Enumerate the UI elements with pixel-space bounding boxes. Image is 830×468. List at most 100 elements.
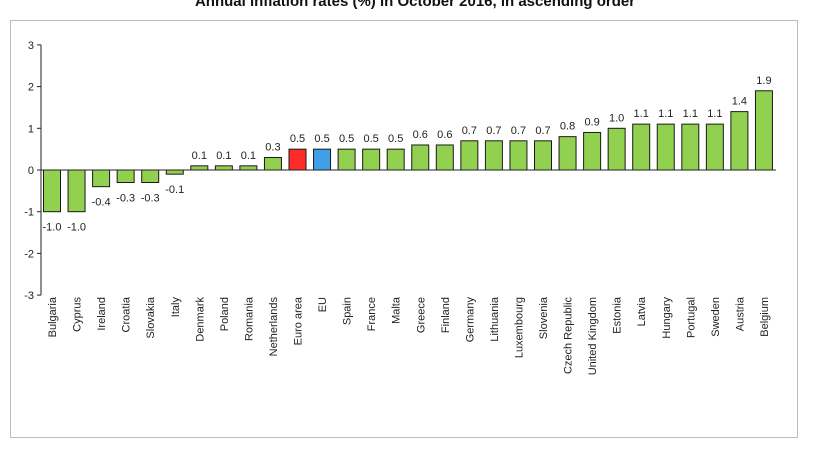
category-label-luxembourg: Luxembourg	[513, 297, 525, 358]
chart-title: Annual inflation rates (%) in October 20…	[194, 0, 636, 10]
bar-austria	[730, 111, 749, 171]
category-label-latvia: Latvia	[636, 296, 648, 326]
value-label-croatia: -0.3	[116, 193, 135, 205]
category-label-denmark: Denmark	[194, 297, 206, 342]
value-label-spain: 0.5	[339, 133, 354, 145]
bar-france	[362, 148, 381, 171]
category-label-sweden: Sweden	[710, 297, 722, 337]
bar-greece	[411, 144, 430, 171]
category-label-spain: Spain	[342, 297, 354, 325]
value-label-germany: 0.7	[462, 125, 477, 137]
category-label-bulgaria: Bulgaria	[47, 296, 59, 337]
category-label-netherlands: Netherlands	[268, 297, 280, 357]
category-label-france: France	[366, 297, 378, 331]
y-tick-label: 1	[28, 123, 34, 135]
bar-hungary	[656, 123, 675, 171]
bar-netherlands	[263, 156, 282, 171]
value-label-united-kingdom: 0.9	[584, 116, 599, 128]
value-label-slovenia: 0.7	[535, 125, 550, 137]
value-label-greece: 0.6	[413, 129, 428, 141]
bar-slovakia	[141, 169, 160, 184]
category-label-italy: Italy	[170, 297, 182, 318]
category-label-lithuania: Lithuania	[489, 296, 501, 342]
value-label-ireland: -0.4	[92, 197, 111, 209]
bar-united-kingdom	[583, 131, 602, 171]
category-label-eu: EU	[317, 297, 329, 312]
category-label-romania: Romania	[243, 296, 255, 341]
bar-italy	[165, 169, 184, 175]
value-label-italy: -0.1	[165, 184, 184, 196]
y-tick-label: 2	[28, 82, 34, 94]
value-label-euro-area: 0.5	[290, 133, 305, 145]
chart-frame: 3 2 1 0 -1 -2 -3 -1.0 Bulgaria -1.0 Cyprus -0.4 Ire…	[10, 20, 798, 438]
category-label-estonia: Estonia	[612, 296, 624, 334]
bar-croatia	[116, 169, 135, 184]
bar-malta	[386, 148, 405, 171]
category-label-slovakia: Slovakia	[145, 296, 157, 338]
category-label-ireland: Ireland	[96, 297, 108, 331]
bar-romania	[239, 165, 258, 171]
bar-portugal	[681, 123, 700, 171]
value-label-czech-republic: 0.8	[560, 121, 575, 133]
value-label-eu: 0.5	[314, 133, 329, 145]
bar-cyprus	[67, 169, 86, 213]
category-label-cyprus: Cyprus	[72, 297, 84, 332]
category-label-united-kingdom: United Kingdom	[587, 297, 599, 375]
bar-bulgaria	[43, 169, 61, 213]
value-label-bulgaria: -1.0	[43, 222, 62, 234]
category-label-greece: Greece	[415, 297, 427, 333]
bar-euro-area	[288, 148, 307, 171]
value-label-cyprus: -1.0	[67, 222, 86, 234]
y-tick-label: -2	[24, 248, 34, 260]
category-label-slovenia: Slovenia	[538, 296, 550, 339]
category-label-portugal: Portugal	[685, 297, 697, 338]
value-label-estonia: 1.0	[609, 112, 624, 124]
value-label-hungary: 1.1	[658, 108, 673, 120]
y-tick-label: -1	[24, 207, 34, 219]
bar-lithuania	[484, 140, 503, 171]
value-label-lithuania: 0.7	[486, 125, 501, 137]
bar-sweden	[705, 123, 724, 171]
bar-finland	[435, 144, 454, 171]
bar-czech-republic	[558, 136, 577, 171]
bar-estonia	[607, 127, 626, 171]
bar-denmark	[190, 165, 209, 171]
value-label-finland: 0.6	[437, 129, 452, 141]
category-label-finland: Finland	[440, 297, 452, 333]
value-label-portugal: 1.1	[683, 108, 698, 120]
category-label-czech-republic: Czech Republic	[563, 297, 575, 375]
category-label-hungary: Hungary	[661, 297, 673, 339]
axis-layer: 3 2 1 0 -1 -2 -3	[24, 40, 42, 302]
value-label-poland: 0.1	[216, 150, 231, 162]
category-label-euro-area: Euro area	[293, 296, 305, 345]
bar-eu	[313, 148, 332, 171]
category-label-croatia: Croatia	[121, 296, 133, 332]
y-tick-label: -3	[24, 290, 34, 302]
y-tick-label: 0	[28, 165, 34, 177]
value-label-belgium: 1.9	[756, 75, 771, 87]
value-label-netherlands: 0.3	[265, 141, 280, 153]
category-label-germany: Germany	[464, 297, 476, 343]
value-label-denmark: 0.1	[192, 150, 207, 162]
value-label-slovakia: -0.3	[141, 193, 160, 205]
value-label-france: 0.5	[364, 133, 379, 145]
category-label-austria: Austria	[734, 296, 746, 331]
bar-poland	[214, 165, 233, 171]
bar-belgium	[754, 90, 773, 171]
value-label-austria: 1.4	[732, 96, 747, 108]
value-label-romania: 0.1	[241, 150, 256, 162]
category-label-malta: Malta	[391, 296, 403, 324]
bar-spain	[337, 148, 356, 171]
value-label-sweden: 1.1	[707, 108, 722, 120]
bar-chart: 3 2 1 0 -1 -2 -3 -1.0 Bulgaria -1.0 Cyprus -0.4 Ire…	[24, 40, 776, 375]
value-label-luxembourg: 0.7	[511, 125, 526, 137]
bar-luxembourg	[509, 140, 528, 171]
bar-germany	[460, 140, 479, 171]
value-label-latvia: 1.1	[634, 108, 649, 120]
category-label-poland: Poland	[219, 297, 231, 331]
bar-ireland	[92, 169, 111, 188]
bar-slovenia	[534, 140, 552, 171]
bar-latvia	[632, 123, 651, 171]
category-label-belgium: Belgium	[759, 297, 771, 337]
y-tick-label: 3	[28, 40, 34, 52]
